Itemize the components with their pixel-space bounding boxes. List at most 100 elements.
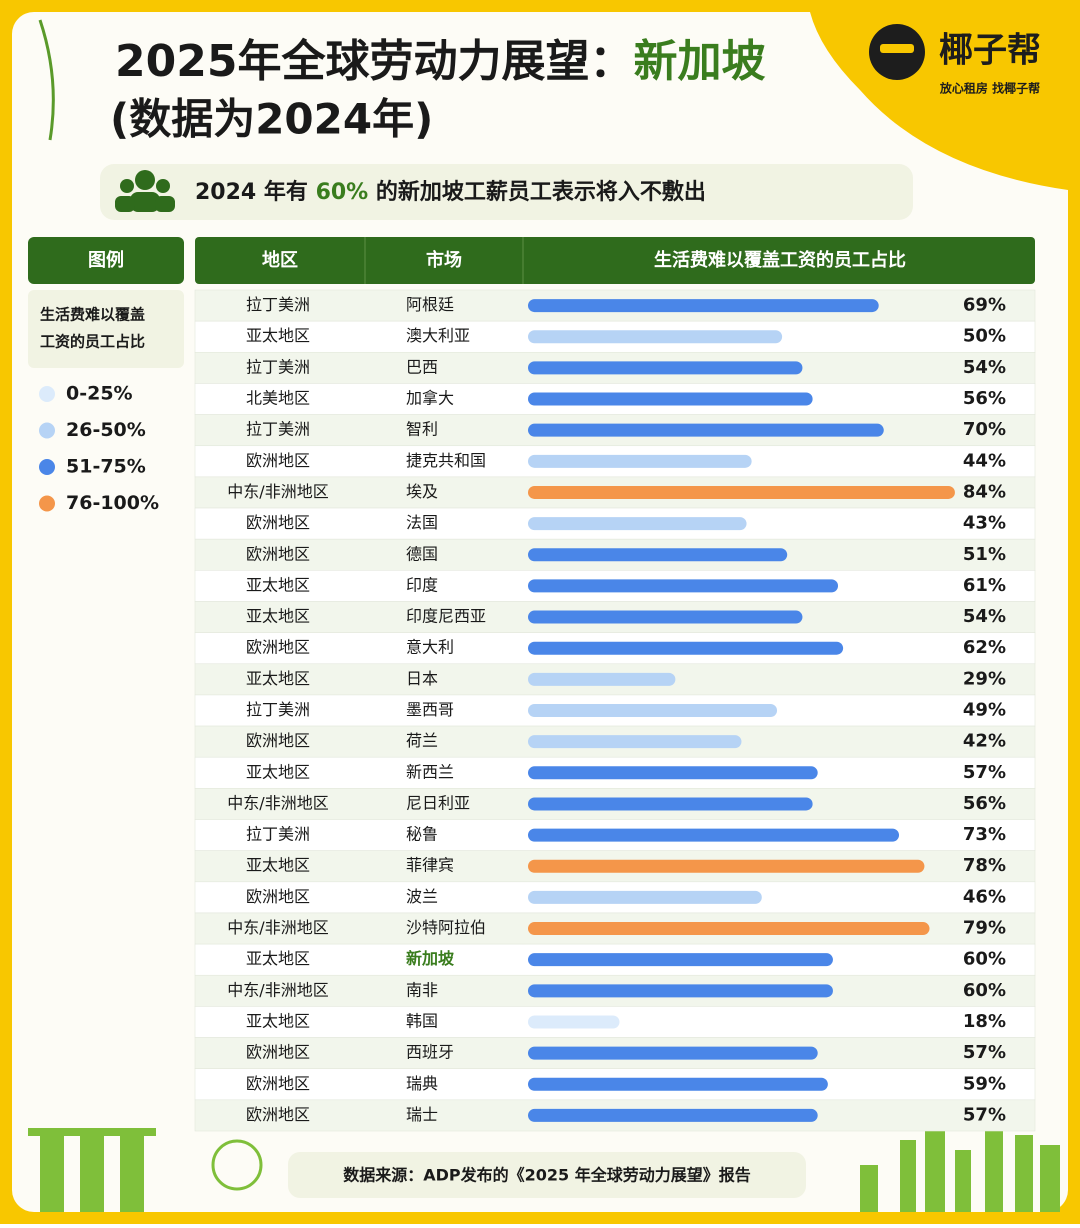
bar (528, 579, 839, 593)
value-label: 69% (963, 295, 1006, 316)
bar (528, 485, 955, 499)
market: 韩国 (406, 1011, 438, 1030)
legend-swatch (39, 459, 55, 475)
legend-label: 76-100% (66, 492, 159, 514)
bar (528, 797, 813, 811)
bar (528, 1046, 818, 1060)
bar (528, 953, 833, 967)
region: 亚太地区 (246, 669, 310, 688)
value-label: 57% (963, 1042, 1006, 1063)
skyline-right (860, 1115, 1060, 1212)
market: 瑞典 (406, 1074, 438, 1093)
legend-label: 0-25% (66, 383, 133, 405)
region: 拉丁美洲 (246, 295, 310, 314)
source: 数据来源：ADP发布的《2025 年全球劳动力展望》报告 (343, 1166, 751, 1185)
value-label: 60% (963, 949, 1006, 970)
region: 欧洲地区 (246, 887, 310, 906)
title-line2: (数据为2024年) (110, 95, 433, 144)
value-label: 42% (963, 731, 1006, 752)
subtitle-highlight: 60% (316, 180, 369, 205)
title-part: 2025年全球劳动力展望： (115, 36, 633, 87)
value-label: 57% (963, 1104, 1006, 1125)
market: 捷克共和国 (406, 451, 486, 470)
table-row (194, 694, 1036, 727)
region: 亚太地区 (246, 856, 310, 875)
region: 亚太地区 (246, 575, 310, 594)
region: 欧洲地区 (246, 513, 310, 532)
market: 菲律宾 (406, 856, 454, 875)
bar (528, 828, 900, 842)
bar (528, 1077, 828, 1091)
legend-subtitle: 生活费难以覆盖 (40, 306, 145, 324)
source-box (288, 1152, 806, 1198)
value-label: 73% (963, 824, 1006, 845)
value-label: 43% (963, 513, 1006, 534)
bar (528, 984, 833, 998)
market: 埃及 (406, 482, 438, 501)
value-label: 54% (963, 606, 1006, 627)
subtitle: 2024 年有 60% 的新加坡工薪员工表示将入不敷出 (195, 179, 706, 205)
value-label: 84% (963, 481, 1006, 502)
bar (528, 672, 676, 686)
market: 意大利 (406, 638, 454, 657)
market: 阿根廷 (406, 295, 454, 314)
region: 亚太地区 (246, 762, 310, 781)
bar (528, 922, 930, 936)
bar (528, 423, 884, 437)
market: 德国 (406, 544, 438, 563)
market: 法国 (406, 513, 438, 532)
value-label: 56% (963, 793, 1006, 814)
value-label: 62% (963, 637, 1006, 658)
region: 北美地区 (246, 389, 310, 408)
subtitle-part: 2024 年有 (195, 179, 316, 205)
market: 沙特阿拉伯 (406, 918, 486, 937)
market: 新加坡 (406, 949, 455, 968)
region: 拉丁美洲 (246, 420, 310, 439)
value-label: 54% (963, 357, 1006, 378)
bar (528, 1015, 620, 1029)
region: 亚太地区 (246, 1011, 310, 1030)
value-label: 56% (963, 388, 1006, 409)
region: 欧洲地区 (246, 638, 310, 657)
region: 欧洲地区 (246, 1074, 310, 1093)
table-header (195, 237, 1035, 284)
subtitle-box (100, 164, 913, 220)
legend-label: 26-50% (66, 419, 146, 441)
value-label: 59% (963, 1073, 1006, 1094)
region: 中东/非洲地区 (227, 482, 328, 501)
market: 秘鲁 (406, 825, 438, 844)
value-label: 79% (963, 918, 1006, 939)
value-label: 70% (963, 419, 1006, 440)
value-label: 46% (963, 886, 1006, 907)
bar (528, 766, 818, 780)
logo-slogan: 放心租房 找椰子帮 (939, 81, 1040, 96)
region: 亚太地区 (246, 326, 310, 345)
value-label: 51% (963, 544, 1006, 565)
region: 中东/非洲地区 (227, 918, 328, 937)
skyline-left (28, 1128, 263, 1212)
bar (528, 299, 879, 313)
title-highlight: 新加坡 (633, 36, 765, 87)
bar (528, 517, 747, 531)
region: 亚太地区 (246, 949, 310, 968)
bar (528, 610, 803, 624)
market: 荷兰 (406, 731, 438, 750)
bar (528, 330, 783, 344)
bar (528, 548, 788, 562)
legend-swatch (39, 386, 55, 402)
bar (528, 454, 752, 468)
market: 尼日利亚 (406, 793, 470, 812)
logo: 椰子帮 (939, 31, 1041, 71)
value-label: 44% (963, 450, 1006, 471)
region: 欧洲地区 (246, 1105, 310, 1124)
market: 印度尼西亚 (406, 607, 486, 626)
region: 中东/非洲地区 (227, 980, 328, 999)
market: 印度 (406, 575, 438, 594)
region: 拉丁美洲 (246, 825, 310, 844)
legend-title: 图例 (88, 249, 124, 271)
region: 欧洲地区 (246, 1043, 310, 1062)
people-icon (115, 170, 175, 212)
bar (528, 641, 844, 655)
column-header: 地区 (262, 249, 298, 271)
